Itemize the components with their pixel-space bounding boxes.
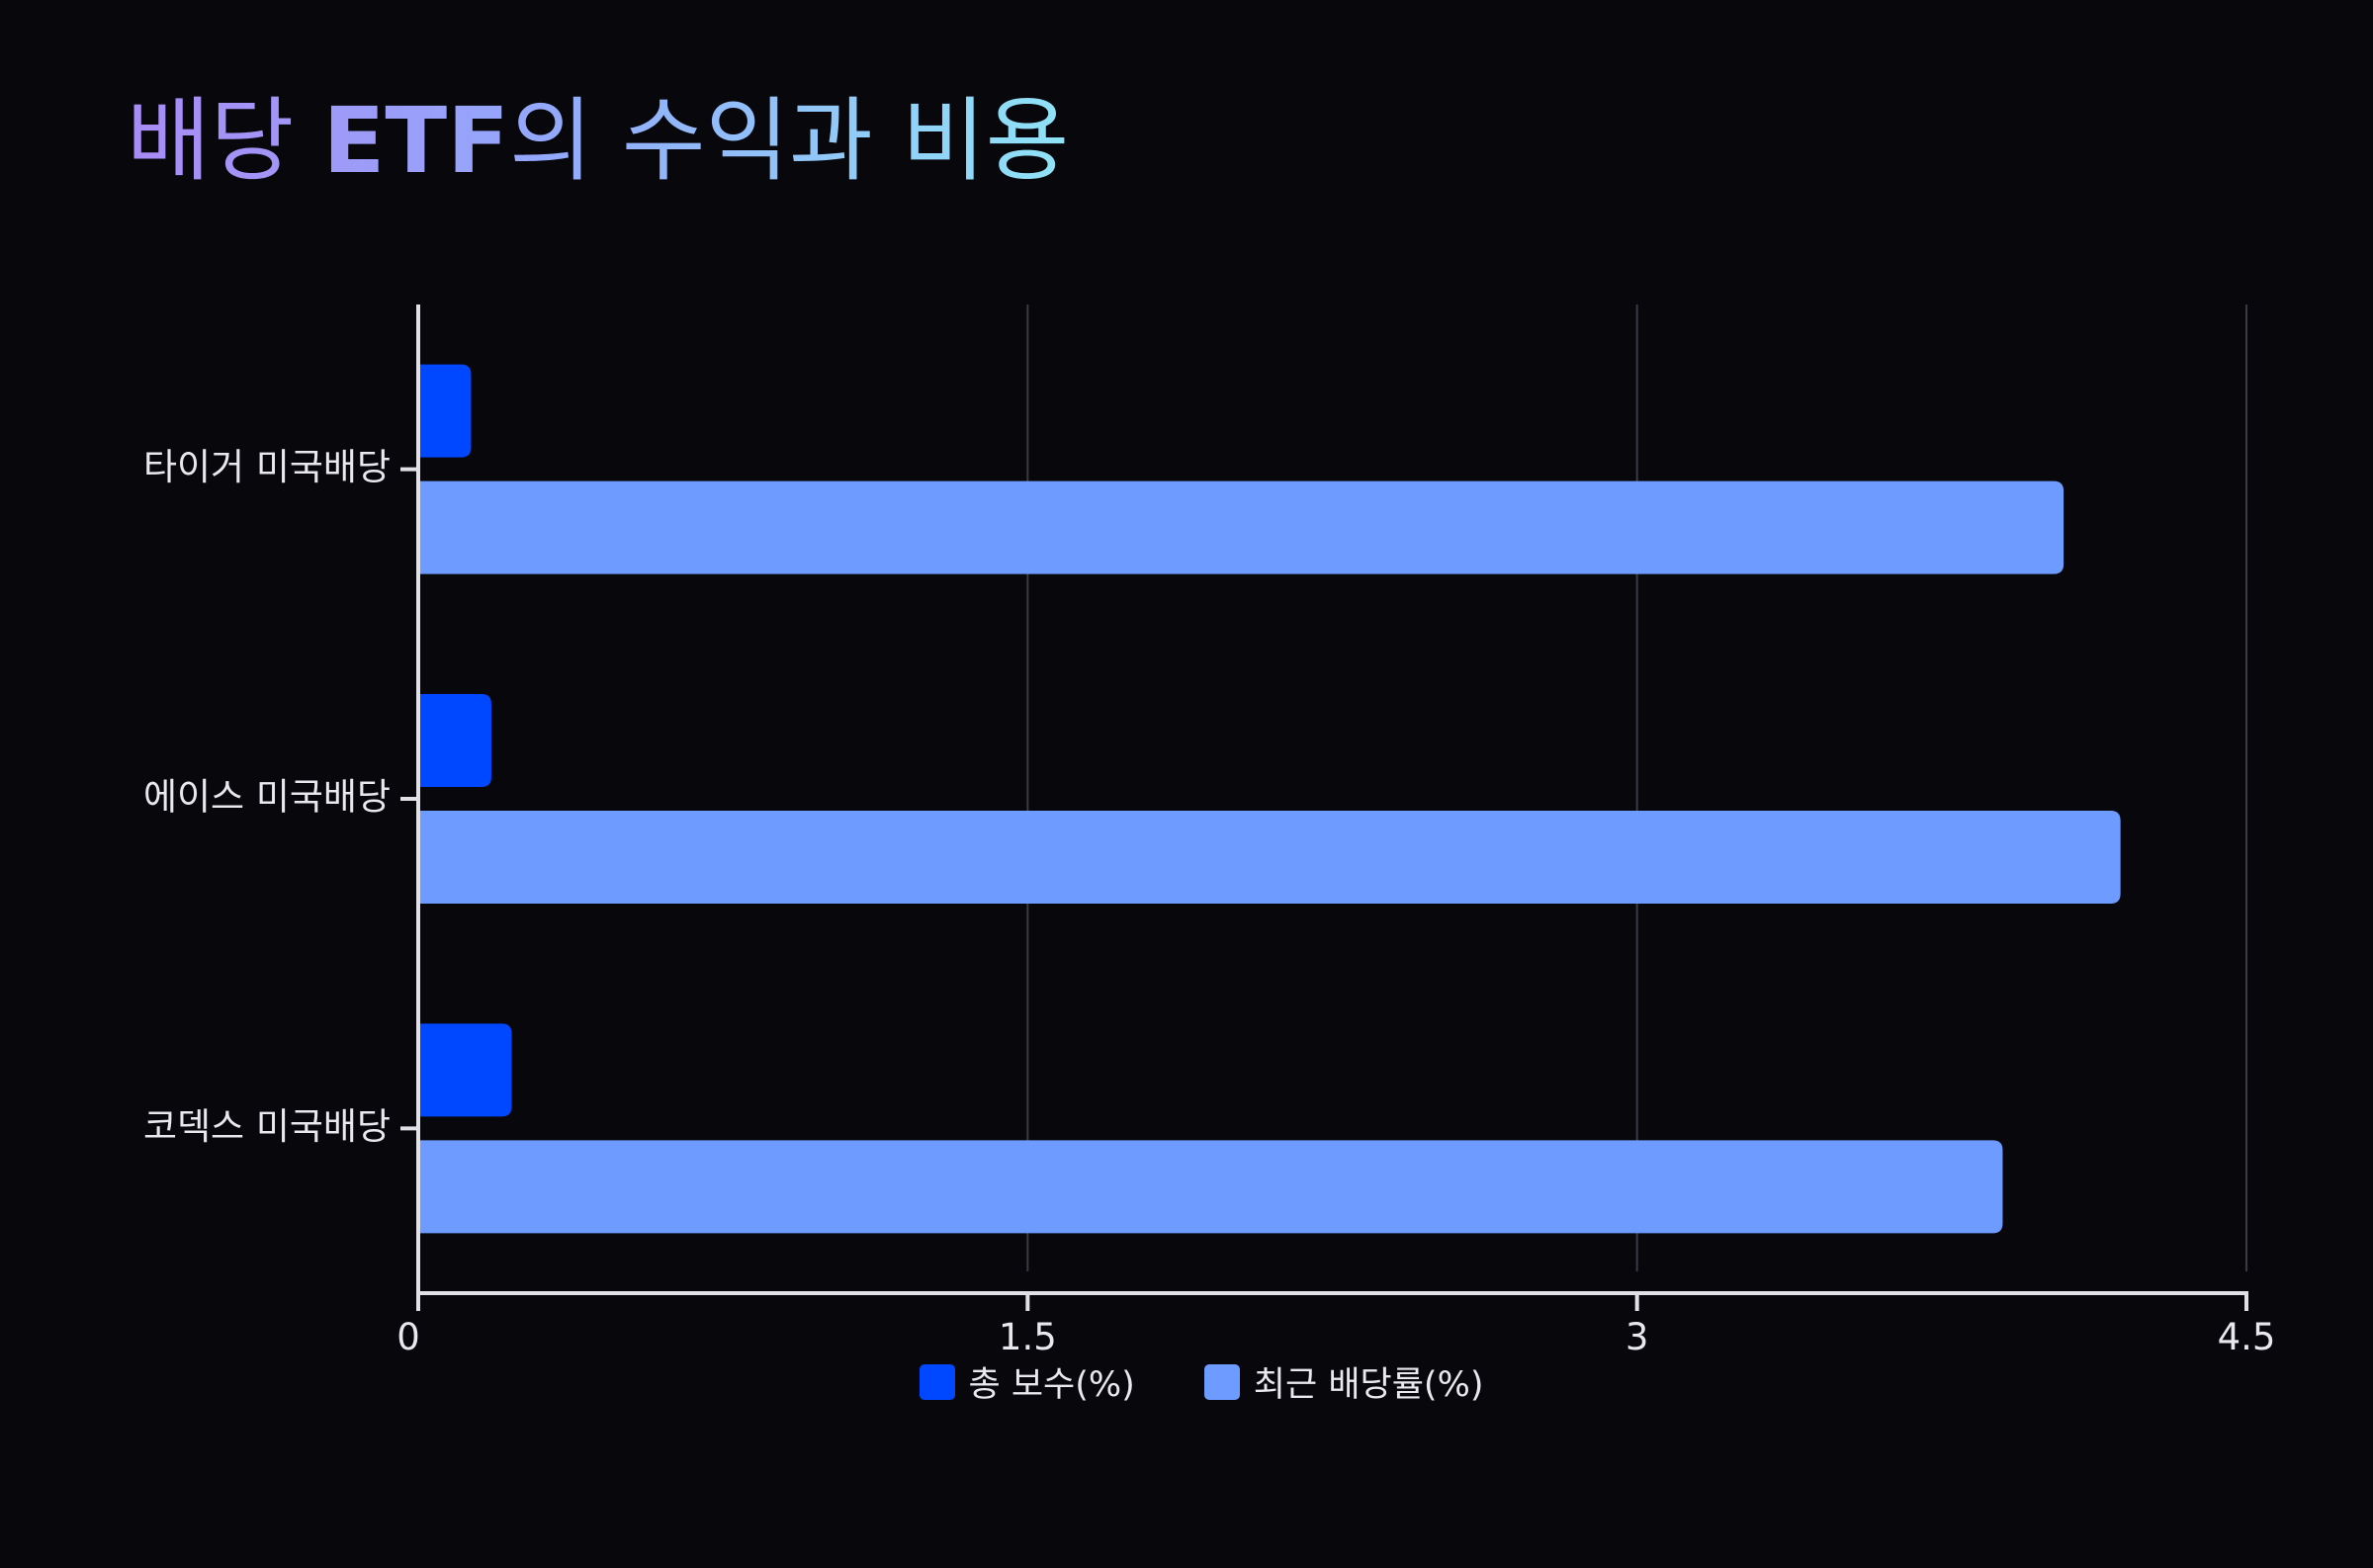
bar-fee-0 <box>418 364 472 458</box>
axes <box>400 305 2248 1311</box>
category-label-1: 에이스 미국배당 <box>143 776 391 819</box>
x-tick-label-1: 1.5 <box>999 1316 1057 1358</box>
x-tick-label-2: 3 <box>1626 1316 1649 1358</box>
bar-yield-2 <box>418 1140 2003 1234</box>
x-tick-label-3: 4.5 <box>2218 1316 2276 1358</box>
legend-item-0: 총 보수(%) <box>890 1356 1135 1407</box>
bars <box>418 364 2121 1234</box>
legend-item-1: 최근 배당률(%) <box>1175 1356 1484 1407</box>
bar-yield-0 <box>418 480 2065 574</box>
legend-swatch-1 <box>1203 1363 1240 1400</box>
bar-fee-2 <box>418 1023 512 1117</box>
bar-yield-1 <box>418 811 2121 904</box>
legend-label-0: 총 보수(%) <box>968 1365 1135 1405</box>
legend: 총 보수(%) 최근 배당률(%) <box>0 1356 2373 1407</box>
grid-lines <box>1026 305 2247 1271</box>
category-label-0: 타이거 미국배당 <box>143 446 391 488</box>
bar-fee-1 <box>418 694 491 787</box>
category-label-2: 코덱스 미국배당 <box>143 1105 391 1148</box>
legend-swatch-0 <box>919 1363 955 1400</box>
x-tick-label-0: 0 <box>396 1316 420 1358</box>
legend-label-1: 최근 배당률(%) <box>1253 1365 1484 1405</box>
